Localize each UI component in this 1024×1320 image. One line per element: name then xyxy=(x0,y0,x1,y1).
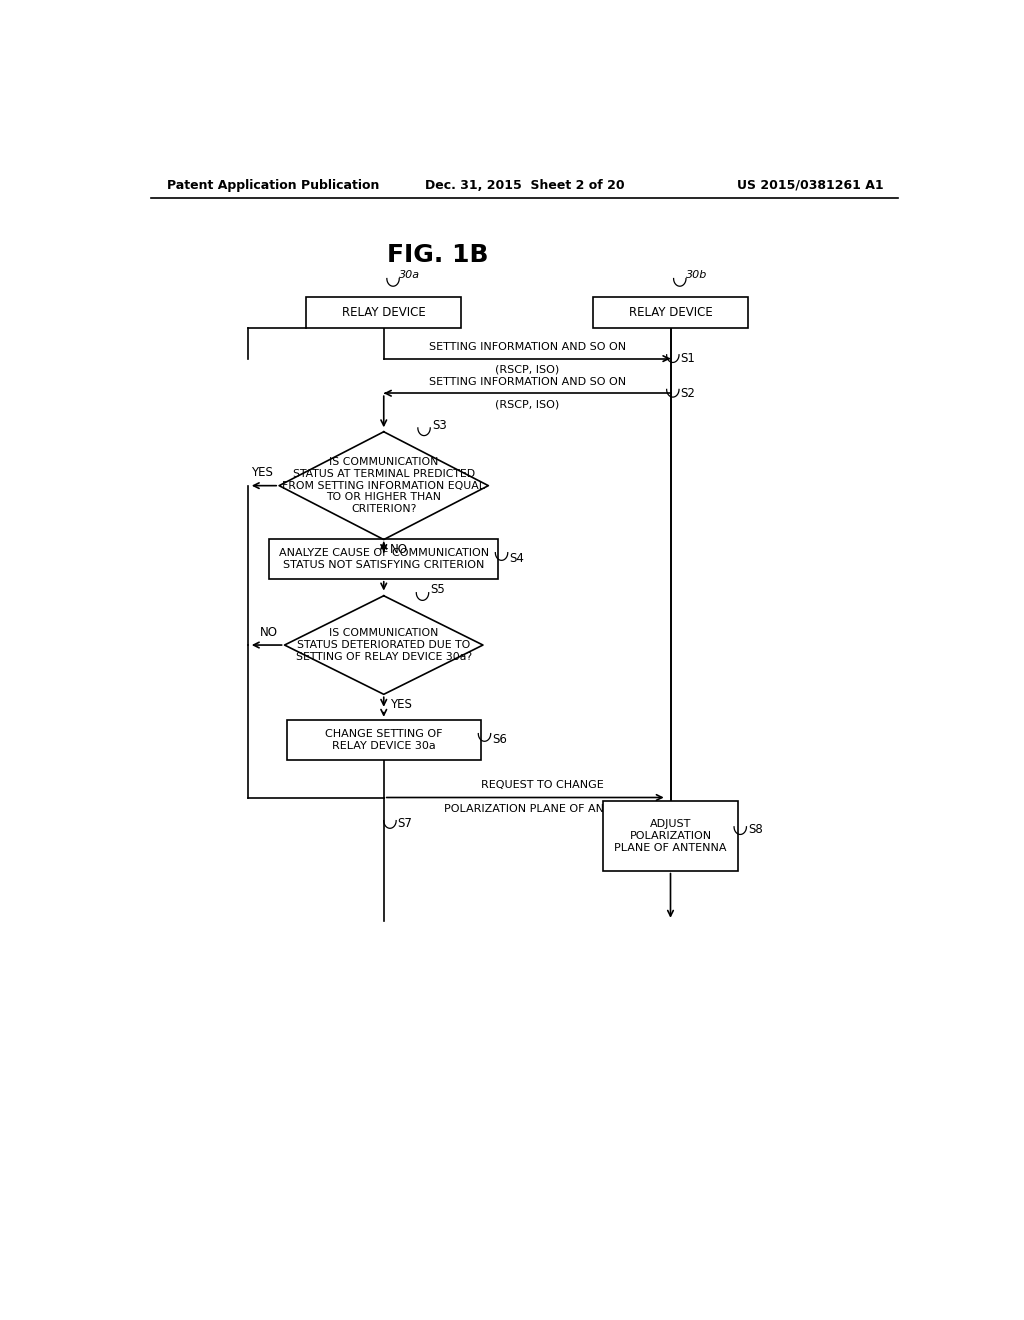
Text: IS COMMUNICATION
STATUS DETERIORATED DUE TO
SETTING OF RELAY DEVICE 30a?: IS COMMUNICATION STATUS DETERIORATED DUE… xyxy=(296,628,472,661)
Text: (RSCP, ISO): (RSCP, ISO) xyxy=(495,400,559,409)
FancyBboxPatch shape xyxy=(603,801,738,871)
FancyBboxPatch shape xyxy=(593,297,748,327)
Text: POLARIZATION PLANE OF ANTENNA: POLARIZATION PLANE OF ANTENNA xyxy=(443,804,642,813)
Text: S5: S5 xyxy=(430,583,445,597)
Text: CHANGE SETTING OF
RELAY DEVICE 30a: CHANGE SETTING OF RELAY DEVICE 30a xyxy=(325,729,442,751)
Text: S3: S3 xyxy=(432,418,446,432)
Polygon shape xyxy=(280,432,488,540)
Text: YES: YES xyxy=(251,466,273,479)
FancyBboxPatch shape xyxy=(287,719,480,760)
Text: ADJUST
POLARIZATION
PLANE OF ANTENNA: ADJUST POLARIZATION PLANE OF ANTENNA xyxy=(614,820,727,853)
Text: NO: NO xyxy=(260,626,279,639)
Polygon shape xyxy=(285,595,483,694)
Text: S8: S8 xyxy=(748,824,763,837)
Text: Patent Application Publication: Patent Application Publication xyxy=(167,178,379,191)
Text: 30a: 30a xyxy=(399,271,421,280)
Text: S6: S6 xyxy=(493,733,507,746)
Text: IS COMMUNICATION
STATUS AT TERMINAL PREDICTED
FROM SETTING INFORMATION EQUAL
TO : IS COMMUNICATION STATUS AT TERMINAL PRED… xyxy=(283,458,485,513)
Text: S7: S7 xyxy=(397,817,413,830)
Text: US 2015/0381261 A1: US 2015/0381261 A1 xyxy=(737,178,884,191)
Text: (RSCP, ISO): (RSCP, ISO) xyxy=(495,364,559,375)
Text: ANALYZE CAUSE OF COMMUNICATION
STATUS NOT SATISFYING CRITERION: ANALYZE CAUSE OF COMMUNICATION STATUS NO… xyxy=(279,548,488,570)
Text: NO: NO xyxy=(390,544,408,557)
Text: 30b: 30b xyxy=(686,271,708,280)
Text: RELAY DEVICE: RELAY DEVICE xyxy=(342,306,426,319)
Text: FIG. 1B: FIG. 1B xyxy=(387,243,488,267)
Text: SETTING INFORMATION AND SO ON: SETTING INFORMATION AND SO ON xyxy=(429,378,626,387)
Text: Dec. 31, 2015  Sheet 2 of 20: Dec. 31, 2015 Sheet 2 of 20 xyxy=(425,178,625,191)
Text: S1: S1 xyxy=(680,352,694,366)
Text: REQUEST TO CHANGE: REQUEST TO CHANGE xyxy=(481,780,604,789)
Text: RELAY DEVICE: RELAY DEVICE xyxy=(629,306,713,319)
Text: S2: S2 xyxy=(680,387,694,400)
Text: YES: YES xyxy=(390,698,412,711)
FancyBboxPatch shape xyxy=(269,539,498,579)
Text: SETTING INFORMATION AND SO ON: SETTING INFORMATION AND SO ON xyxy=(429,342,626,352)
FancyBboxPatch shape xyxy=(306,297,461,327)
Text: S4: S4 xyxy=(509,552,524,565)
